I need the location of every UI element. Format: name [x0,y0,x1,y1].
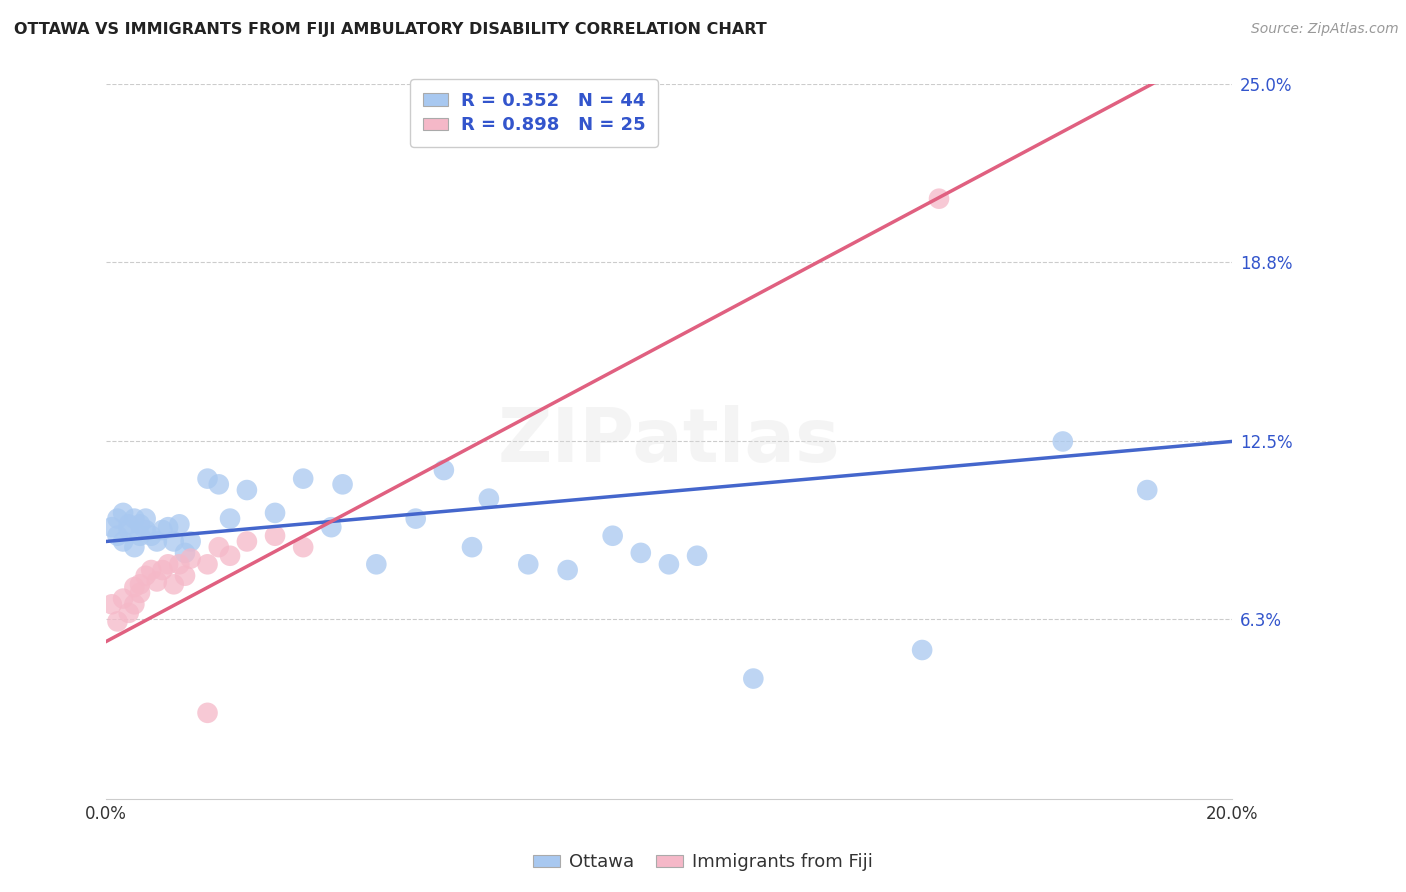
Point [197,558,219,572]
Point [141,563,163,577]
Text: Source: ZipAtlas.com: Source: ZipAtlas.com [1251,22,1399,37]
Point [366,558,388,572]
Text: OTTAWA VS IMMIGRANTS FROM FIJI AMBULATORY DISABILITY CORRELATION CHART: OTTAWA VS IMMIGRANTS FROM FIJI AMBULATOR… [14,22,766,37]
Point [433,463,456,477]
Point [557,563,579,577]
Point [174,568,197,582]
Point [118,523,141,537]
Point [129,517,152,532]
Point [219,511,242,525]
Point [630,546,652,560]
Point [124,540,146,554]
Point [180,534,202,549]
Point [163,577,186,591]
Point [152,563,174,577]
Point [129,529,152,543]
Point [124,511,146,525]
Point [112,534,135,549]
Point [118,606,141,620]
Point [101,597,124,611]
Point [197,706,219,720]
Point [1136,483,1159,497]
Point [332,477,354,491]
Point [292,540,315,554]
Point [478,491,501,506]
Point [461,540,484,554]
Point [264,506,287,520]
Point [112,506,135,520]
Point [292,472,315,486]
Legend: R = 0.352   N = 44, R = 0.898   N = 25: R = 0.352 N = 44, R = 0.898 N = 25 [411,79,658,147]
Point [112,591,135,606]
Point [169,517,191,532]
Point [236,483,259,497]
Point [911,643,934,657]
Point [118,517,141,532]
Point [264,529,287,543]
Point [658,558,681,572]
Point [602,529,624,543]
Point [152,523,174,537]
Point [169,558,191,572]
Point [405,511,427,525]
Point [1052,434,1074,449]
Point [197,472,219,486]
Point [107,615,129,629]
Point [928,192,950,206]
Point [135,523,157,537]
Point [208,540,231,554]
Point [129,577,152,591]
Point [129,586,152,600]
Point [219,549,242,563]
Point [157,558,180,572]
Point [135,511,157,525]
Point [146,574,169,589]
Legend: Ottawa, Immigrants from Fiji: Ottawa, Immigrants from Fiji [526,847,880,879]
Point [742,672,765,686]
Text: ZIPatlas: ZIPatlas [498,405,841,478]
Point [146,534,169,549]
Point [157,520,180,534]
Point [517,558,540,572]
Point [107,511,129,525]
Point [236,534,259,549]
Point [180,551,202,566]
Point [101,520,124,534]
Point [141,529,163,543]
Point [107,529,129,543]
Point [163,534,186,549]
Point [174,546,197,560]
Point [321,520,343,534]
Point [124,597,146,611]
Point [208,477,231,491]
Point [686,549,709,563]
Point [135,568,157,582]
Point [124,580,146,594]
